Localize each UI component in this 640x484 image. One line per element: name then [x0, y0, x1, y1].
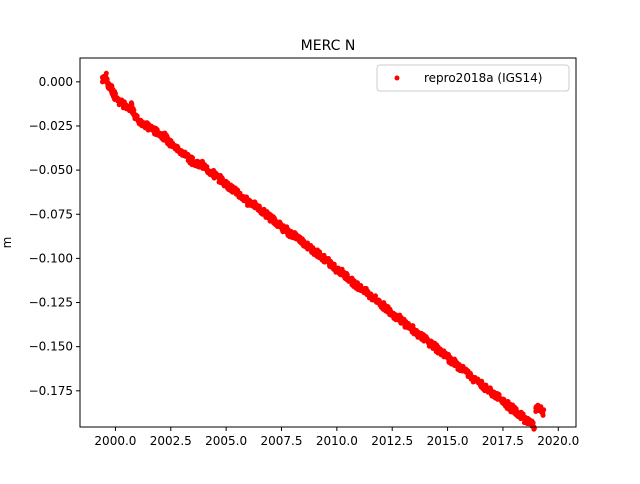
x-tick-label: 2010.0	[316, 434, 358, 448]
y-tick-label: 0.000	[39, 75, 73, 89]
y-tick-label: −0.125	[29, 296, 73, 310]
y-tick-label: −0.175	[29, 384, 73, 398]
data-point	[130, 105, 136, 111]
y-tick-label: −0.050	[29, 163, 73, 177]
y-tick-label: −0.075	[29, 207, 73, 221]
data-point	[362, 285, 368, 291]
x-tick-label: 2005.0	[205, 434, 247, 448]
data-point	[539, 407, 545, 413]
data-point	[335, 265, 341, 271]
data-point	[242, 195, 248, 201]
plot-background	[80, 58, 576, 427]
data-point	[424, 335, 430, 341]
y-axis-label: m	[0, 237, 14, 249]
chart-title: MERC N	[301, 38, 356, 54]
data-point	[464, 367, 470, 373]
data-point	[475, 376, 481, 382]
legend: repro2018a (IGS14)	[376, 64, 570, 92]
legend-marker-icon	[394, 75, 400, 81]
data-point	[174, 144, 180, 150]
plot-area	[80, 58, 576, 427]
data-point	[271, 215, 277, 221]
y-tick-label: −0.100	[29, 251, 73, 265]
x-tick-label: 2015.0	[427, 434, 469, 448]
x-tick-label: 2007.5	[261, 434, 303, 448]
axes-frame	[79, 57, 577, 428]
x-tick-label: 2020.0	[537, 434, 579, 448]
legend-label: repro2018a (IGS14)	[424, 71, 542, 85]
data-points	[99, 70, 547, 432]
x-tick-label: 2000.0	[94, 434, 136, 448]
y-tick-label: −0.150	[29, 340, 73, 354]
y-tick-label: −0.025	[29, 119, 73, 133]
x-tick-label: 2002.5	[150, 434, 192, 448]
axes: 2000.0 2002.5 2005.0 2007.5 2010.0 2012.5 2015…	[29, 57, 579, 448]
legend-box	[376, 64, 570, 92]
x-tick-label: 2017.5	[482, 434, 524, 448]
data-point	[113, 91, 118, 97]
x-tick-label: 2012.5	[371, 434, 413, 448]
